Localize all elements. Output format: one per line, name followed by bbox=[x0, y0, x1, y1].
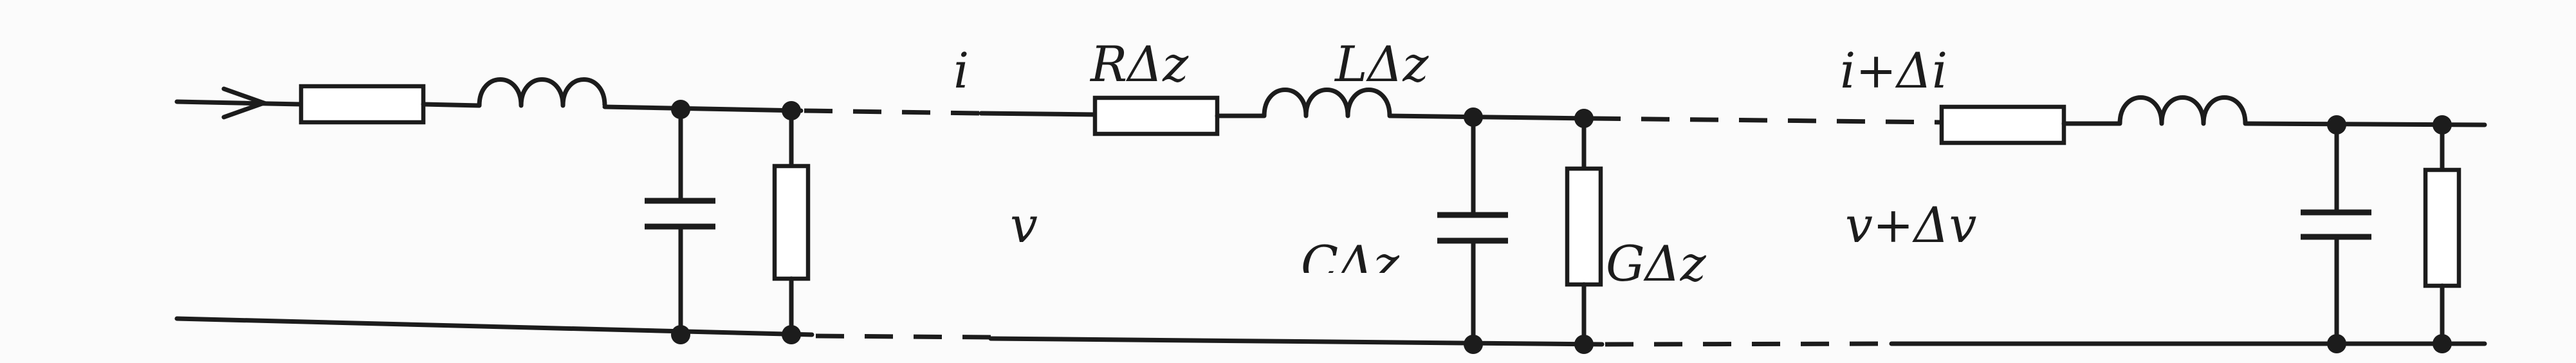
conductance-2 bbox=[1565, 166, 1603, 287]
wire-pre-r2 bbox=[979, 111, 1098, 117]
top-dashed-2 bbox=[1592, 116, 1940, 125]
wire-l2-node bbox=[1387, 113, 1592, 121]
label-conductance: GΔz bbox=[1606, 235, 1706, 292]
inductor-1 bbox=[477, 77, 607, 108]
bottom-wire-1 bbox=[174, 316, 814, 337]
label-voltage-next: v+Δv bbox=[1845, 196, 1977, 254]
inductor-3 bbox=[2117, 95, 2248, 126]
conductance-3 bbox=[2423, 167, 2461, 288]
input-arrow-head bbox=[221, 86, 271, 120]
label-inductance: LΔz bbox=[1335, 35, 1429, 93]
input-wire bbox=[174, 99, 304, 107]
wire-l1-node bbox=[602, 104, 804, 113]
resistor-1 bbox=[299, 84, 426, 125]
resistor-2 bbox=[1092, 95, 1220, 136]
label-resistance: RΔz bbox=[1090, 35, 1189, 93]
resistor-3 bbox=[1939, 104, 2066, 145]
label-capacitance: CΔz bbox=[1301, 239, 1400, 273]
conductance-1 bbox=[772, 163, 811, 281]
label-current-next: i+Δi bbox=[1840, 42, 1948, 99]
top-dashed-1 bbox=[804, 108, 982, 116]
label-current: i bbox=[953, 42, 970, 99]
wire-r1-l1 bbox=[421, 102, 482, 108]
inductor-2 bbox=[1262, 88, 1392, 118]
node-1c bbox=[671, 325, 690, 344]
label-voltage: v bbox=[1010, 196, 1038, 254]
bottom-dashed-1 bbox=[815, 333, 991, 340]
bottom-wire-2 bbox=[988, 336, 1605, 347]
